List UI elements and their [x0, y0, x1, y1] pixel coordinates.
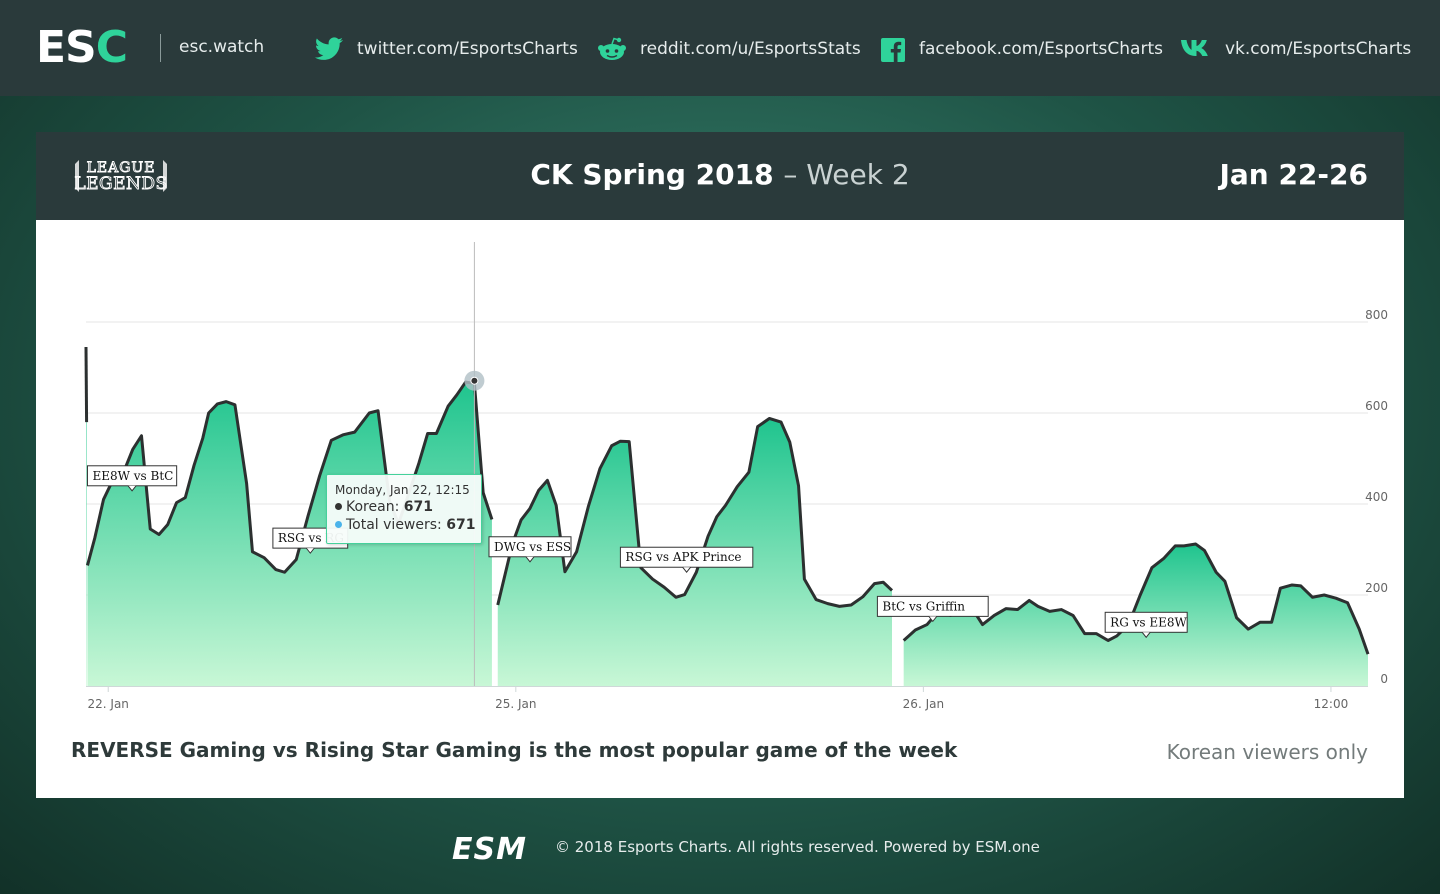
vk-label: vk.com/EsportsCharts — [1225, 39, 1412, 59]
korean-only-note: Korean viewers only — [1166, 740, 1368, 764]
x-tick-label: 26. Jan — [903, 697, 944, 711]
area-segment — [87, 382, 492, 686]
vk-icon — [1180, 37, 1212, 61]
hover-point[interactable] — [470, 376, 479, 385]
logo-divider — [160, 34, 161, 62]
reddit-label: reddit.com/u/EsportsStats — [640, 39, 861, 59]
logo-c-text: C — [95, 22, 128, 73]
tooltip-korean-label: Korean: — [346, 499, 404, 515]
reddit-link[interactable]: reddit.com/u/EsportsStats — [597, 37, 861, 61]
twitter-label: twitter.com/EsportsCharts — [357, 39, 578, 59]
total-dot-icon — [335, 521, 342, 528]
match-annotation-box — [86, 465, 178, 487]
y-tick-label: 400 — [1365, 490, 1388, 504]
chart-tooltip: Monday, Jan 22, 12:15 Korean: 671 Total … — [326, 474, 482, 544]
esm-logo[interactable]: ESM — [452, 832, 527, 867]
tooltip-total-row: Total viewers: 671 — [335, 517, 481, 533]
facebook-label: facebook.com/EsportsCharts — [919, 39, 1163, 59]
svg-text:LEAGUE: LEAGUE — [87, 160, 156, 176]
series-line-korean — [496, 416, 894, 608]
match-annotation-label: RSG vs APK Prince — [625, 550, 741, 564]
y-tick-label: 800 — [1365, 308, 1388, 322]
most-popular-note: REVERSE Gaming vs Rising Star Gaming is … — [71, 738, 958, 762]
week-label: – Week 2 — [783, 158, 910, 191]
y-tick-label: 0 — [1380, 672, 1388, 686]
match-annotation-pointer — [682, 566, 692, 574]
logo-es-text: ES — [36, 22, 97, 73]
twitter-link[interactable]: twitter.com/EsportsCharts — [314, 37, 578, 61]
tooltip-korean-row: Korean: 671 — [335, 499, 481, 515]
esc-logo[interactable]: ESC — [36, 26, 128, 70]
twitter-icon — [314, 37, 344, 61]
svg-text:LEGENDS: LEGENDS — [74, 174, 167, 194]
league-of-legends-logo: LEAGUE LEGENDS — [72, 156, 170, 196]
tooltip-date: Monday, Jan 22, 12:15 — [335, 483, 470, 497]
match-annotation[interactable]: EE8W vs BtC — [86, 465, 178, 492]
match-annotation-pointer — [928, 616, 938, 623]
match-annotation-pointer — [1141, 631, 1151, 639]
match-annotation-pointer — [127, 485, 137, 492]
match-annotation[interactable]: RG vs EE8W — [1104, 611, 1188, 639]
match-annotation[interactable]: DWG vs ESS — [488, 536, 572, 563]
reddit-icon — [597, 37, 627, 61]
match-annotation-label: EE8W vs BtC — [92, 469, 173, 483]
chart-card: LEAGUE LEGENDS CK Spring 2018 – Week 2 J… — [36, 132, 1404, 798]
page-footer: ESM © 2018 Esports Charts. All rights re… — [0, 830, 1440, 867]
y-tick-label: 200 — [1365, 581, 1388, 595]
y-tick-label: 600 — [1365, 399, 1388, 413]
tournament-name: CK Spring 2018 — [530, 158, 774, 191]
match-annotation[interactable]: BtC vs Griffin — [876, 595, 989, 623]
tooltip-total-value: 671 — [446, 517, 476, 533]
card-header: LEAGUE LEGENDS CK Spring 2018 – Week 2 J… — [36, 132, 1404, 220]
series-line-korean — [86, 380, 494, 574]
tooltip-total-label: Total viewers: — [346, 517, 447, 533]
series-line-korean — [84, 347, 89, 423]
match-annotation[interactable]: RSG vs APK Prince — [619, 546, 754, 574]
top-bar: ESC esc.watch twitter.com/EsportsCharts … — [0, 0, 1440, 96]
match-annotation-pointer — [525, 556, 535, 563]
x-tick-label: 22. Jan — [88, 697, 129, 711]
match-annotation-label: DWG vs ESS — [494, 540, 571, 554]
site-link[interactable]: esc.watch — [179, 37, 265, 57]
match-annotation-label: BtC vs Griffin — [882, 599, 965, 613]
copyright-text: © 2018 Esports Charts. All rights reserv… — [555, 838, 1040, 856]
viewership-chart[interactable]: 0 200 400 600 800 22. Jan 25. Jan 26. Jan 12:00 E… — [36, 220, 1404, 720]
facebook-link[interactable]: facebook.com/EsportsCharts — [880, 37, 1163, 62]
x-tick-label: 25. Jan — [495, 697, 536, 711]
match-annotation-label: RG vs EE8W — [1110, 615, 1187, 629]
vk-link[interactable]: vk.com/EsportsCharts — [1180, 37, 1411, 61]
area-segment — [86, 347, 87, 686]
series-line-korean — [902, 542, 1370, 655]
match-annotation-pointer — [305, 547, 315, 554]
facebook-icon — [880, 37, 906, 62]
chart-title: CK Spring 2018 – Week 2 — [36, 158, 1404, 191]
tooltip-korean-value: 671 — [403, 499, 433, 515]
korean-dot-icon — [335, 503, 342, 510]
x-tick-label: 12:00 — [1314, 697, 1349, 711]
date-range: Jan 22-26 — [1219, 158, 1368, 191]
